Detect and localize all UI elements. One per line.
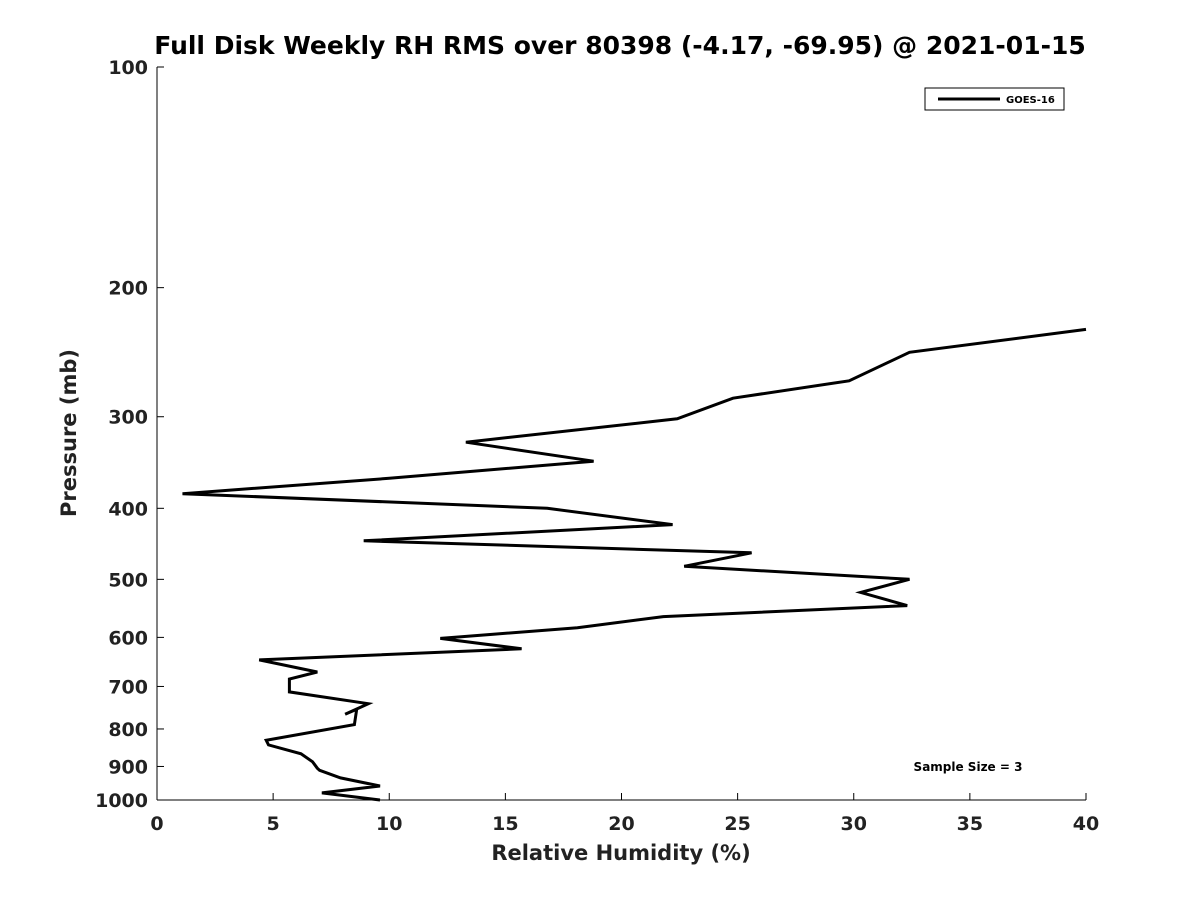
x-tick-label: 20 [608,813,634,835]
y-tick-label: 400 [108,498,148,520]
legend: GOES-16 [924,87,1065,111]
x-tick-label: 35 [957,813,983,835]
y-tick-label: 900 [108,756,148,778]
y-ticks: 100 200 300 400 500 600 700 800 900 1000 [95,57,164,812]
x-tick-label: 30 [841,813,867,835]
x-ticks: 0 5 10 15 20 25 30 35 40 [150,793,1099,835]
chart-title: Full Disk Weekly RH RMS over 80398 (-4.1… [154,31,1086,60]
x-tick-label: 15 [492,813,518,835]
y-tick-label: 500 [108,569,148,591]
x-axis-label: Relative Humidity (%) [491,841,750,865]
x-tick-label: 0 [150,813,163,835]
series-line-goes-16 [182,327,1087,802]
sample-size-annotation: Sample Size = 3 [914,760,1023,774]
x-tick-label: 10 [376,813,402,835]
series-layer [182,327,1087,802]
y-tick-label: 300 [108,407,148,429]
y-tick-label: 600 [108,627,148,649]
y-tick-label: 200 [108,278,148,300]
x-tick-label: 5 [267,813,280,835]
y-tick-label: 100 [108,57,148,79]
x-tick-label: 40 [1073,813,1099,835]
y-axis-label: Pressure (mb) [57,349,81,517]
y-tick-label: 800 [108,719,148,741]
legend-label-goes-16: GOES-16 [1006,95,1055,106]
x-tick-label: 25 [724,813,750,835]
y-tick-label: 1000 [95,790,148,812]
plot-area [156,67,1086,801]
y-tick-label: 700 [108,676,148,698]
